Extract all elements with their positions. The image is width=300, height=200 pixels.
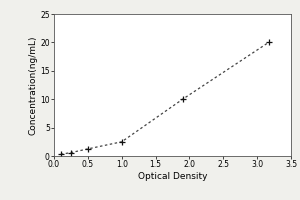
X-axis label: Optical Density: Optical Density (138, 172, 207, 181)
Y-axis label: Concentration(ng/mL): Concentration(ng/mL) (28, 35, 38, 135)
